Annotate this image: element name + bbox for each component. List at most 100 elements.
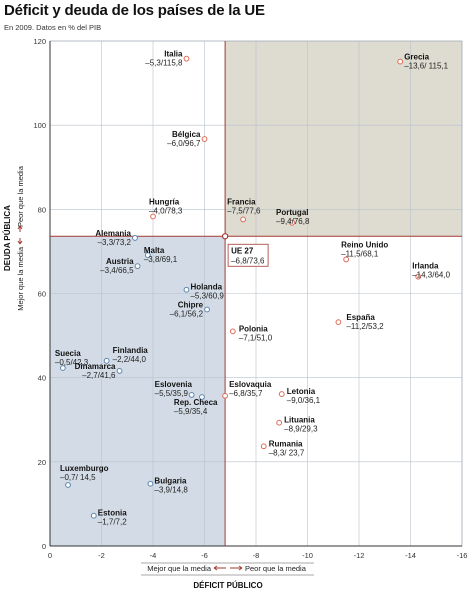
x-tick-label: -14	[405, 551, 416, 560]
data-point-marker	[278, 391, 285, 397]
data-point-value: –9,0/36,1	[287, 396, 321, 405]
data-point: Eslovaquia–6,8/35,7	[222, 380, 272, 399]
y-tick-label: 80	[38, 205, 46, 214]
data-point-name: Irlanda	[412, 262, 439, 271]
data-point: Francia–7,5/77,6	[227, 197, 261, 223]
data-point-marker	[59, 365, 66, 371]
data-point-marker	[183, 55, 190, 62]
reference-marker: UE 27–6,8/73,6	[221, 233, 269, 267]
data-point-marker	[116, 368, 123, 374]
x-axis-title: DÉFICIT PÚBLICO	[193, 581, 262, 590]
data-point-name: Rumania	[269, 439, 303, 448]
reference-point-name: UE 27	[231, 246, 254, 255]
data-point-marker	[335, 319, 342, 326]
data-point-marker	[276, 419, 283, 426]
y-tick-label: 60	[38, 290, 46, 299]
data-point-name: Polonia	[239, 324, 268, 333]
y-tick-label: 100	[33, 121, 46, 130]
data-points: Italia–5,3/115,8 Grecia–13,6/ 115,1 Bélgic…	[55, 50, 451, 527]
data-point: Bulgaria–3,9/14,8	[147, 477, 188, 495]
data-point-marker	[103, 357, 110, 364]
x-hint-better: Mejor que la media	[147, 564, 212, 573]
data-point-name: Dinamarca	[75, 362, 116, 371]
data-point-value: –8,3/ 23,7	[269, 448, 305, 457]
data-point-marker	[260, 443, 267, 450]
data-point: Portugal–9,4/76,8	[276, 208, 310, 226]
worse-quadrant	[225, 41, 462, 237]
data-point-value: –9,4/76,8	[276, 217, 310, 226]
data-point-name: Grecia	[404, 53, 429, 62]
data-point-value: –6,1/56,2	[170, 309, 204, 318]
data-point-value: –14,3/64,0	[412, 271, 450, 280]
x-tick-label: -16	[457, 551, 468, 560]
data-point-name: Rep. Checa	[174, 398, 218, 407]
data-point-marker	[183, 286, 190, 293]
data-point-value: –3,9/14,8	[154, 486, 188, 495]
data-point-value: –5,9/35,4	[174, 407, 208, 416]
y-tick-label: 40	[38, 374, 46, 383]
data-point: Alemania–3,3/73,2	[95, 229, 138, 247]
data-point-name: Luxemburgo	[60, 464, 109, 473]
data-point-name: Hungría	[149, 197, 180, 206]
data-point-marker	[144, 252, 151, 259]
data-point-name: Portugal	[276, 208, 308, 217]
y-hint-arrow-icon	[17, 225, 23, 245]
data-point: Lituania–8,9/29,3	[276, 416, 318, 434]
data-point-name: Lituania	[284, 416, 315, 425]
data-point-value: –1,7/7,2	[98, 518, 127, 527]
data-point-value: –11,2/53,2	[346, 322, 384, 331]
x-tick-label: -12	[354, 551, 365, 560]
data-point: Finlandia–2,2/44,0	[103, 346, 149, 364]
data-point-marker	[150, 213, 156, 220]
data-point-name: Finlandia	[113, 346, 149, 355]
data-point: Dinamarca–2,7/41,6	[75, 362, 123, 380]
data-point-marker	[147, 480, 154, 487]
x-tick-label: 0	[48, 551, 52, 560]
data-point-value: –6,0/96,7	[167, 139, 201, 148]
data-point-name: Eslovenia	[155, 380, 193, 389]
data-point-marker	[204, 306, 210, 313]
x-tick-label: -8	[253, 551, 260, 560]
data-point-value: –3,4/66,5	[100, 266, 134, 275]
data-point-name: Letonia	[287, 387, 316, 396]
data-point-value: –0,7/ 14,5	[60, 473, 96, 482]
data-point-value: –4,0/78,3	[149, 206, 183, 215]
data-point-name: Suecia	[55, 349, 81, 358]
y-tick-label: 120	[33, 37, 46, 46]
data-point: Reino Unido–11,5/68,1	[341, 240, 388, 263]
data-point-value: –3,8/69,1	[144, 255, 178, 264]
y-tick-labels: 0 20 40 60 80 100 120	[33, 37, 46, 551]
data-point-marker	[343, 256, 350, 263]
data-point-value: –13,6/ 115,1	[404, 62, 448, 71]
data-point-value: –11,5/68,1	[341, 249, 379, 258]
data-point-name: Alemania	[95, 229, 131, 238]
data-point-marker	[132, 235, 138, 241]
data-point-marker	[90, 512, 97, 519]
x-tick-label: -6	[201, 551, 208, 560]
chart-title: Déficit y deuda de los países de la UE	[4, 2, 265, 19]
data-point-name: Francia	[227, 197, 256, 206]
x-tick-label: -4	[150, 551, 157, 560]
data-point-name: Reino Unido	[341, 240, 388, 249]
data-point: Bélgica–6,0/96,7	[167, 130, 208, 148]
reference-point-value: –6,8/73,6	[231, 256, 265, 265]
data-point-marker	[240, 216, 247, 223]
data-point-value: –5,3/115,8	[145, 59, 183, 68]
data-point: Suecia–0,5/42,3	[55, 349, 89, 371]
data-point: Irlanda–14,3/64,0	[412, 262, 450, 280]
y-axis-hints: Mejor que la media Peor que la media DEU…	[3, 165, 25, 310]
data-point-name: Bélgica	[172, 130, 201, 139]
data-point: Luxemburgo–0,7/ 14,5	[60, 464, 109, 488]
data-point: Letonia–9,0/36,1	[278, 387, 321, 405]
data-point-name: Chipre	[178, 300, 204, 309]
data-point-name: Malta	[144, 246, 165, 255]
data-point-name: Italia	[164, 50, 183, 59]
data-point-name: Bulgaria	[154, 477, 187, 486]
data-point: Rumania–8,3/ 23,7	[260, 439, 305, 457]
data-point-marker	[65, 482, 71, 488]
x-axis-hints: Mejor que la media Peor que la media DÉF…	[141, 562, 314, 590]
data-point: Hungría–4,0/78,3	[149, 197, 183, 220]
reference-point-marker	[221, 233, 229, 240]
